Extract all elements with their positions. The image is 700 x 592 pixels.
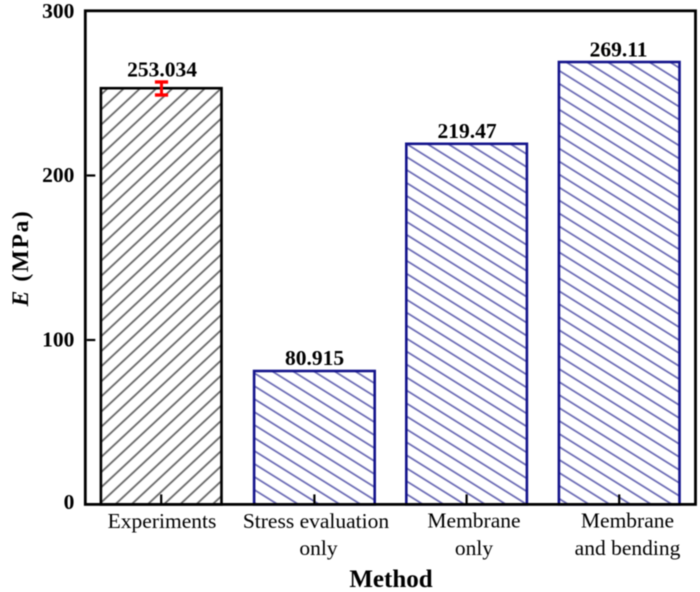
svg-text:Experiments: Experiments: [108, 509, 217, 533]
svg-text:100: 100: [42, 328, 74, 352]
svg-text:Method: Method: [349, 566, 432, 592]
svg-text:only: only: [455, 536, 493, 560]
svg-text:80.915: 80.915: [285, 346, 344, 370]
svg-text:269.11: 269.11: [590, 38, 648, 62]
svg-text:219.47: 219.47: [438, 119, 497, 143]
svg-text:Stress evaluation: Stress evaluation: [243, 509, 390, 533]
svg-text:300: 300: [42, 0, 74, 23]
svg-text:253.034: 253.034: [127, 58, 197, 82]
svg-text:Membrane: Membrane: [581, 509, 674, 533]
svg-text:0: 0: [64, 490, 75, 514]
svg-text:and bending: and bending: [575, 536, 681, 560]
svg-text:200: 200: [42, 163, 74, 187]
svg-text:Membrane: Membrane: [427, 509, 520, 533]
svg-text:only: only: [299, 536, 337, 560]
svg-text:E (MPa): E (MPa): [8, 210, 34, 308]
